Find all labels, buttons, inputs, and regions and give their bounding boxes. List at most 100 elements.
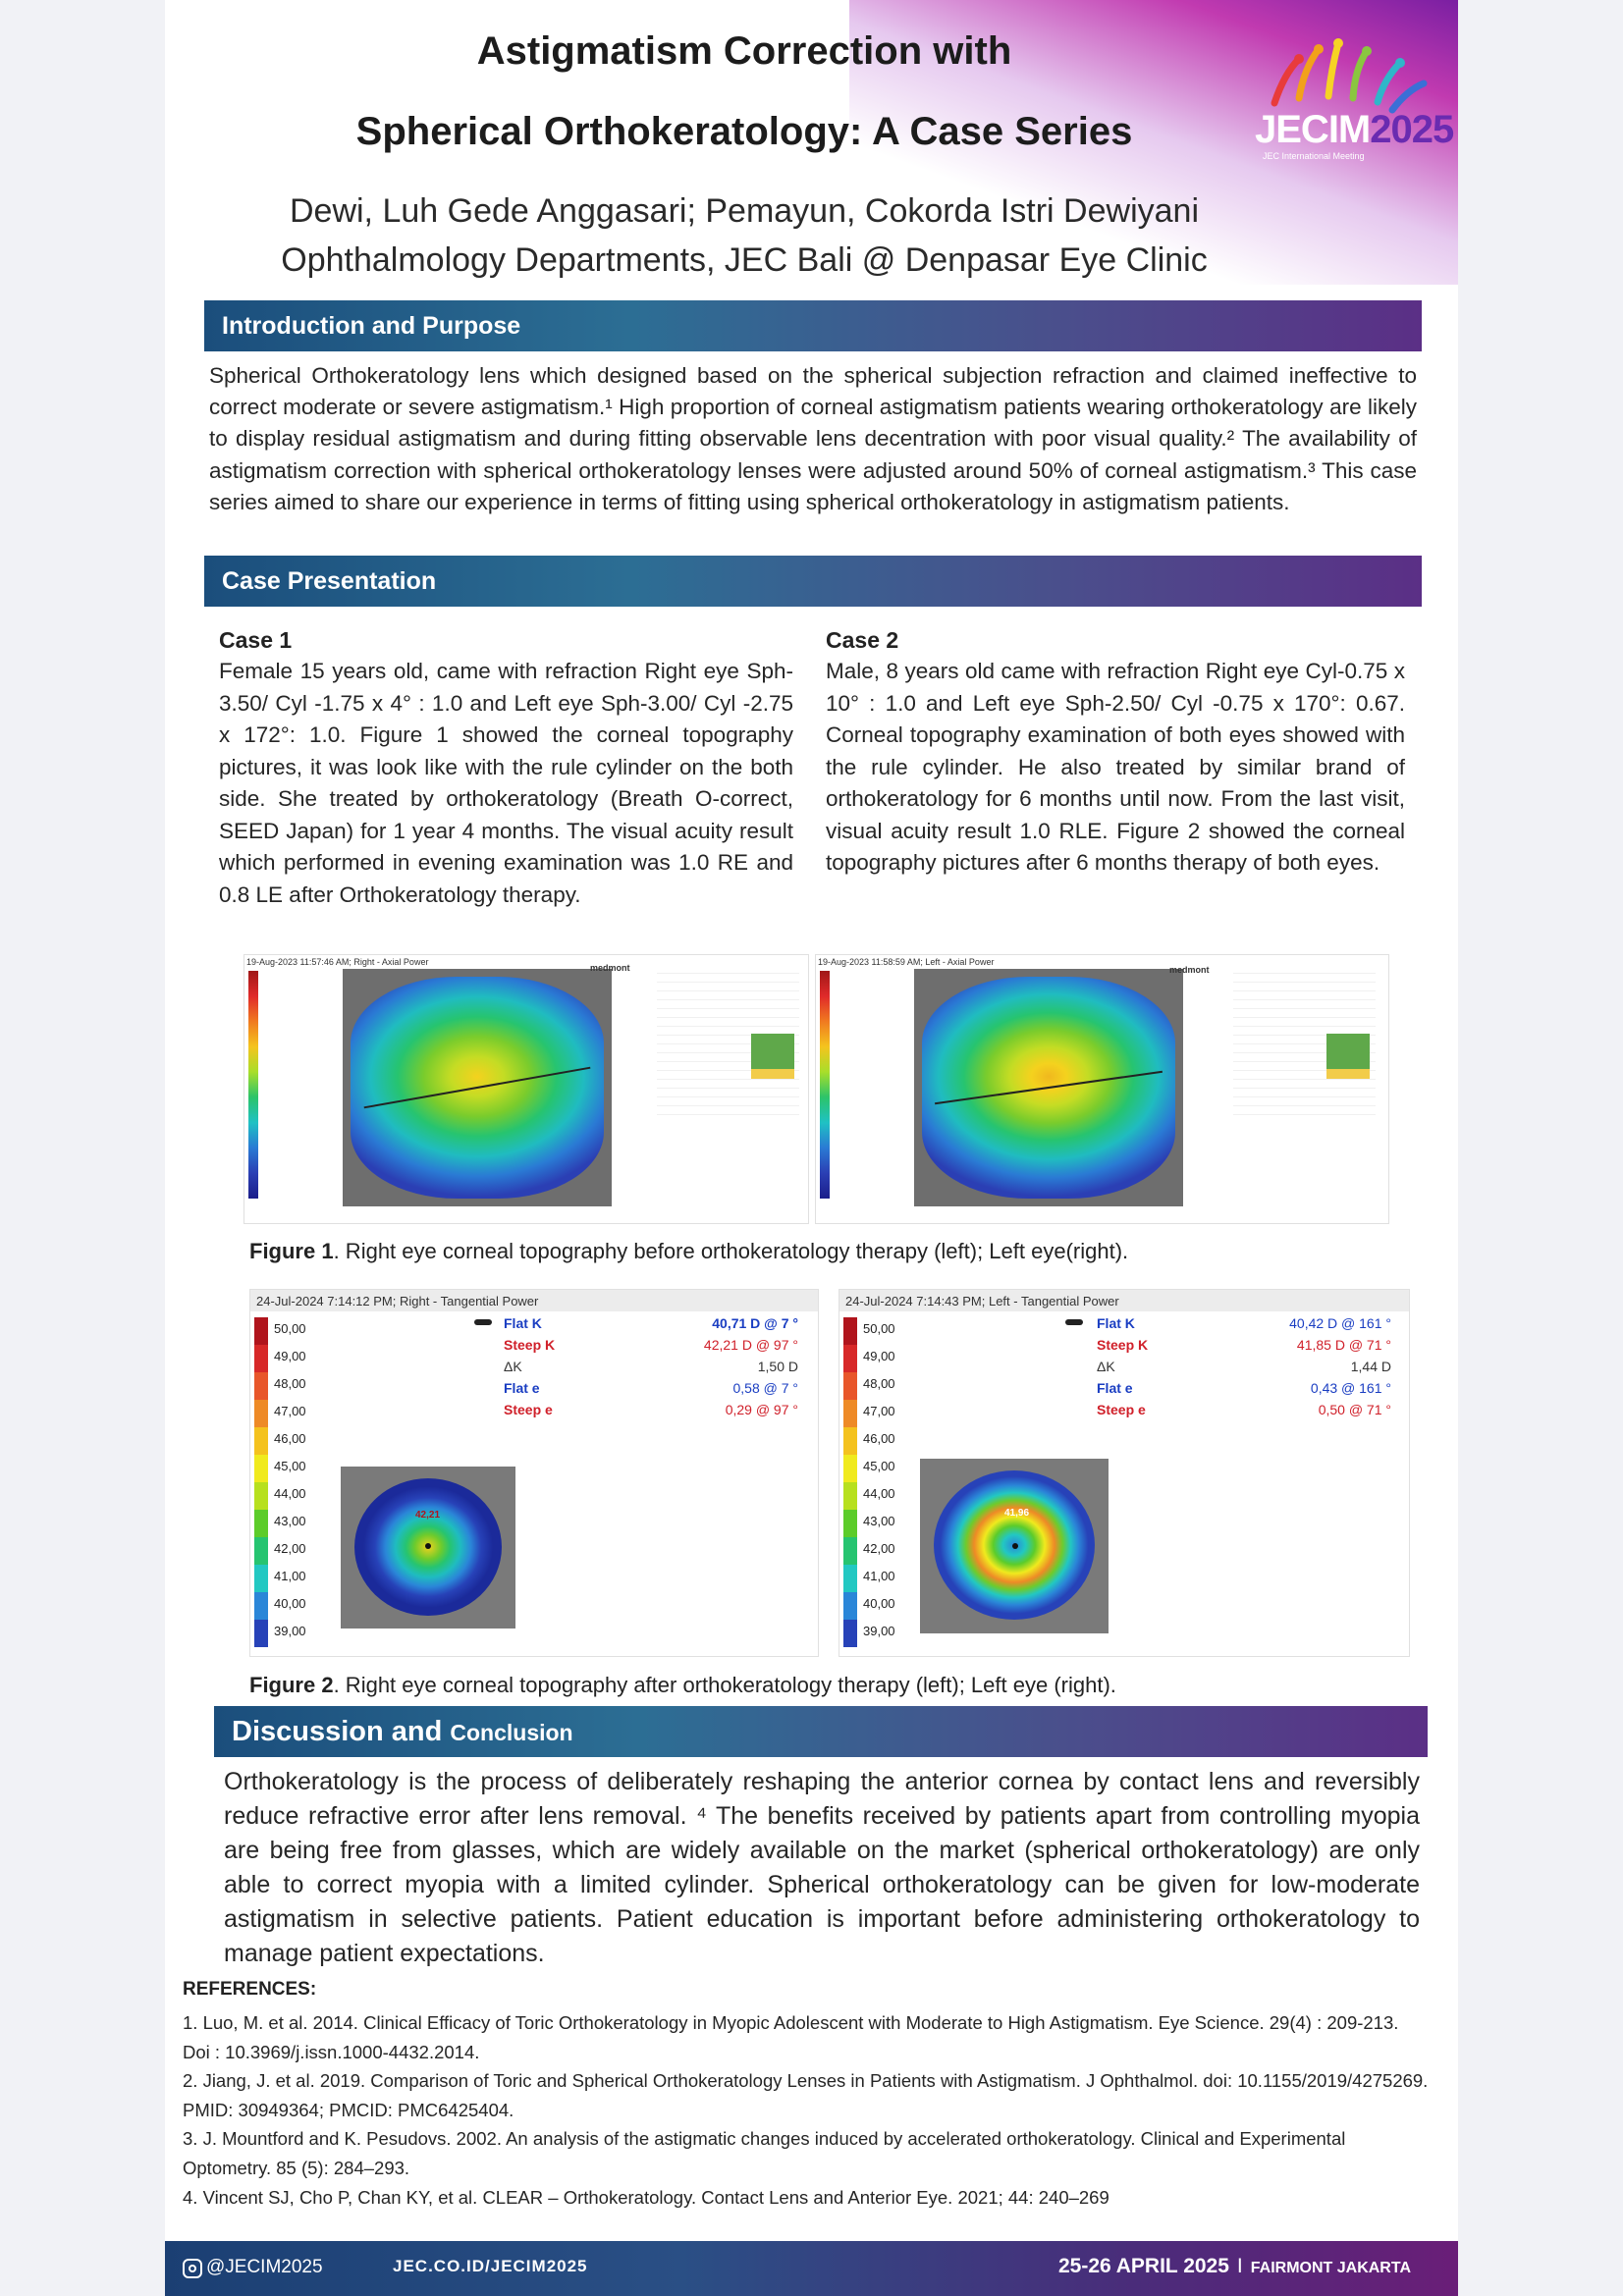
scale-label: 46,00 (274, 1431, 306, 1446)
figure2-right-header-bar (839, 1290, 1409, 1311)
figure2-right-row-value: 0,43 @ 161 ° (1310, 1380, 1391, 1396)
case-1-block: Case 1 Female 15 years old, came with re… (219, 624, 793, 911)
footer-social-handle[interactable]: @JECIM2025 (206, 2257, 323, 2277)
figure2-right-row-value: 41,85 D @ 71 ° (1296, 1337, 1391, 1353)
references-list: 1. Luo, M. et al. 2014. Clinical Efficac… (183, 2008, 1430, 2212)
reference-item: 1. Luo, M. et al. 2014. Clinical Efficac… (183, 2012, 1399, 2062)
figure2-caption: Figure 2. Right eye corneal topography a… (249, 1673, 1116, 1698)
figure1-left-index-warn (751, 1069, 794, 1079)
figure2-right-row-value: 40,42 D @ 161 ° (1289, 1315, 1391, 1331)
case-1-text: Female 15 years old, came with refractio… (219, 659, 793, 907)
figure2-caption-label: Figure 2 (249, 1673, 334, 1697)
instagram-icon (183, 2259, 202, 2278)
figure1-left-brand: medmont (590, 963, 630, 973)
figure2-right-k-table: Flat K 40,42 D @ 161 ° Steep K 41,85 D @… (1097, 1315, 1391, 1433)
scale-swatch (843, 1537, 857, 1565)
scale-swatch (254, 1565, 268, 1592)
footer-venue: FAIRMONT JAKARTA (1250, 2260, 1411, 2276)
discussion-title-b: Conclusion (450, 1720, 573, 1745)
discussion-title-a: Discussion and (232, 1716, 443, 1747)
scale-swatch (843, 1565, 857, 1592)
scale-swatch (254, 1400, 268, 1427)
poster-title-line2: Spherical Orthokeratology: A Case Series (355, 110, 1133, 153)
scale-swatch (843, 1455, 857, 1482)
figure2-right-brand-icon (1065, 1319, 1083, 1325)
scale-label: 50,00 (274, 1321, 306, 1336)
scale-label: 43,00 (274, 1514, 306, 1528)
scale-label: 40,00 (274, 1596, 306, 1611)
logo-year: 2025 (1370, 108, 1454, 151)
scale-swatch (254, 1427, 268, 1455)
scale-swatch (254, 1510, 268, 1537)
scale-label: 49,00 (274, 1349, 306, 1363)
footer-separator: I (1236, 2255, 1243, 2277)
scale-swatch (254, 1482, 268, 1510)
scale-swatch (843, 1427, 857, 1455)
figure1-caption-text: . Right eye corneal topography before or… (333, 1239, 1129, 1263)
figure2-left-row-value: 40,71 D @ 7 ° (712, 1315, 798, 1331)
footer-event-info: 25-26 APRIL 2025 I FAIRMONT JAKARTA (1058, 2255, 1411, 2278)
figure2-left-center-value: 42,21 (415, 1510, 441, 1521)
scale-label: 47,00 (863, 1404, 895, 1418)
section-header-introduction: Introduction and Purpose (204, 300, 1422, 351)
reference-item: 3. J. Mountford and K. Pesudovs. 2002. A… (183, 2128, 1346, 2178)
figure2-left-row-value: 42,21 D @ 97 ° (703, 1337, 798, 1353)
section-header-discussion: Discussion and Conclusion (214, 1706, 1428, 1757)
scale-label: 42,00 (863, 1541, 895, 1556)
scale-swatch (254, 1620, 268, 1647)
figure2-right-row-label: Flat K (1097, 1315, 1135, 1331)
figure2-left-header: 24-Jul-2024 7:14:12 PM; Right - Tangenti… (256, 1294, 539, 1308)
jecim-sunburst-logo-icon (1271, 38, 1428, 114)
figure2-right-row-value: 1,44 D (1350, 1359, 1391, 1374)
footer-bar: @JECIM2025 JEC.CO.ID/JECIM2025 25-26 APR… (165, 2241, 1458, 2296)
figure1-right-index-highlight (1326, 1034, 1370, 1069)
author-affiliation: Ophthalmology Departments, JEC Bali @ De… (281, 241, 1208, 279)
scale-label: 41,00 (863, 1569, 895, 1583)
footer-website-link[interactable]: JEC.CO.ID/JECIM2025 (393, 2257, 588, 2275)
scale-label: 47,00 (274, 1404, 306, 1418)
left-margin-band (0, 0, 165, 2296)
figure2-right-row-label: Steep e (1097, 1402, 1146, 1417)
case-2-title: Case 2 (826, 627, 899, 653)
figure2-right-row-label: ΔK (1097, 1359, 1115, 1374)
figure1-right-index-warn (1326, 1069, 1370, 1079)
scale-label: 45,00 (274, 1459, 306, 1473)
figure1-right-color-scale (820, 971, 830, 1199)
figure2-left-topography: 24-Jul-2024 7:14:12 PM; Right - Tangenti… (249, 1289, 819, 1657)
scale-label: 45,00 (863, 1459, 895, 1473)
figure2-right-row-value: 0,50 @ 71 ° (1318, 1402, 1391, 1417)
scale-swatch (843, 1592, 857, 1620)
reference-item: 4. Vincent SJ, Cho P, Chan KY, et al. CL… (183, 2186, 1109, 2208)
figure2-right-header: 24-Jul-2024 7:14:43 PM; Left - Tangentia… (845, 1294, 1119, 1308)
figure2-left-center-dot (425, 1543, 431, 1549)
scale-swatch (254, 1455, 268, 1482)
section-header-case-presentation: Case Presentation (204, 556, 1422, 607)
scale-swatch (254, 1345, 268, 1372)
scale-swatch (843, 1510, 857, 1537)
figure1-right-brand: medmont (1169, 965, 1210, 975)
figure1-right-header: 19-Aug-2023 11:58:59 AM; Left - Axial Po… (818, 957, 995, 967)
figure2-right-center-value: 41,96 (1004, 1508, 1030, 1519)
figure1-right-topography: 19-Aug-2023 11:58:59 AM; Left - Axial Po… (815, 954, 1389, 1224)
scale-label: 39,00 (274, 1624, 306, 1638)
figure1-left-topography: 19-Aug-2023 11:57:46 AM; Right - Axial P… (243, 954, 809, 1224)
figure2-left-row-label: ΔK (504, 1359, 522, 1374)
scale-label: 41,00 (274, 1569, 306, 1583)
scale-label: 48,00 (274, 1376, 306, 1391)
figure2-caption-text: . Right eye corneal topography after ort… (333, 1673, 1116, 1697)
figure2-right-topography: 24-Jul-2024 7:14:43 PM; Left - Tangentia… (839, 1289, 1410, 1657)
figure2-left-row-label: Steep K (504, 1337, 556, 1353)
scale-label: 49,00 (863, 1349, 895, 1363)
reference-item: 2. Jiang, J. et al. 2019. Comparison of … (183, 2070, 1429, 2120)
scale-swatch (254, 1537, 268, 1565)
scale-label: 44,00 (863, 1486, 895, 1501)
footer-date: 25-26 APRIL 2025 (1057, 2255, 1229, 2277)
figure2-right-map: 41,96 (920, 1459, 1109, 1633)
scale-label: 50,00 (863, 1321, 895, 1336)
scale-swatch (254, 1592, 268, 1620)
figure1-left-index-highlight (751, 1034, 794, 1069)
scale-label: 48,00 (863, 1376, 895, 1391)
scale-label: 39,00 (863, 1624, 895, 1638)
figure1-caption-label: Figure 1 (249, 1239, 334, 1263)
